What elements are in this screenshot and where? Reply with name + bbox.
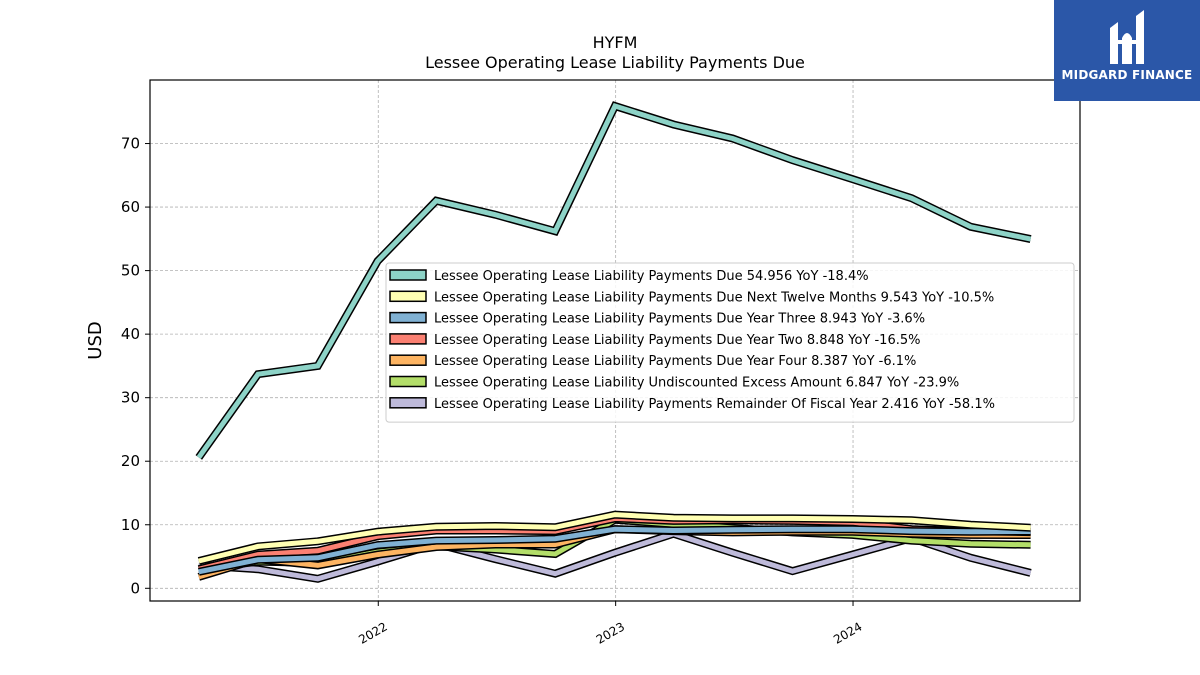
plot-area-frame xyxy=(149,79,1081,602)
x-tick-label: 2024 xyxy=(831,619,864,646)
legend-label: Lessee Operating Lease Liability Payment… xyxy=(434,269,869,284)
y-tick-label: 50 xyxy=(121,262,140,280)
x-tick-label: 2023 xyxy=(594,619,627,646)
legend-swatch xyxy=(389,375,427,388)
y-tick-label: 0 xyxy=(130,579,140,597)
legend-entry: Lessee Operating Lease Liability Payment… xyxy=(389,311,925,327)
legend-entry: Lessee Operating Lease Liability Payment… xyxy=(389,269,869,284)
legend-entry: Lessee Operating Lease Liability Payment… xyxy=(389,333,920,348)
series-stroke xyxy=(196,102,1032,459)
chart-subtitle: Lessee Operating Lease Liability Payment… xyxy=(425,53,805,72)
series-stroke xyxy=(198,531,1032,582)
series-layer xyxy=(195,101,1032,583)
legend-swatch xyxy=(389,311,427,324)
legend-label: Lessee Operating Lease Liability Undisco… xyxy=(434,376,959,391)
series-line-1 xyxy=(195,101,1032,460)
legend-label: Lessee Operating Lease Liability Payment… xyxy=(434,354,916,369)
legend: Lessee Operating Lease Liability Payment… xyxy=(385,262,1075,423)
legend-swatch xyxy=(389,290,427,303)
brand-logo-mark-icon xyxy=(1110,10,1144,64)
y-tick-label: 10 xyxy=(121,516,140,534)
brand-logo-text: MIDGARD FINANCE xyxy=(1061,68,1193,82)
series-stroke xyxy=(198,526,1031,575)
legend-entry: Lessee Operating Lease Liability Undisco… xyxy=(389,375,959,391)
y-tick-label: 60 xyxy=(121,198,140,216)
series-line-2 xyxy=(197,510,1031,565)
y-tick-label: 40 xyxy=(121,325,140,343)
legend-entry: Lessee Operating Lease Liability Payment… xyxy=(389,354,916,369)
series-line-7 xyxy=(198,529,1032,583)
y-tick-label: 70 xyxy=(121,135,140,153)
y-axis-label: USD xyxy=(85,321,106,359)
y-tick-label: 30 xyxy=(121,389,140,407)
legend-entry: Lessee Operating Lease Liability Payment… xyxy=(389,290,994,305)
chart-title: HYFM xyxy=(593,33,638,52)
legend-entry: Lessee Operating Lease Liability Payment… xyxy=(389,397,995,412)
brand-logo: MIDGARD FINANCE xyxy=(1054,0,1200,101)
legend-swatch xyxy=(389,397,427,409)
y-tick-label: 20 xyxy=(121,452,140,470)
legend-label: Lessee Operating Lease Liability Payment… xyxy=(434,397,995,412)
legend-frame xyxy=(385,262,1075,423)
series-line-3 xyxy=(197,525,1031,576)
legend-swatch xyxy=(389,269,427,281)
legend-swatch xyxy=(389,333,427,345)
legend-swatch xyxy=(389,354,427,366)
legend-label: Lessee Operating Lease Liability Payment… xyxy=(434,333,920,348)
series-stroke xyxy=(198,512,1031,564)
x-tick-label: 2022 xyxy=(356,619,389,646)
legend-label: Lessee Operating Lease Liability Payment… xyxy=(434,290,994,305)
legend-label: Lessee Operating Lease Liability Payment… xyxy=(434,312,925,327)
